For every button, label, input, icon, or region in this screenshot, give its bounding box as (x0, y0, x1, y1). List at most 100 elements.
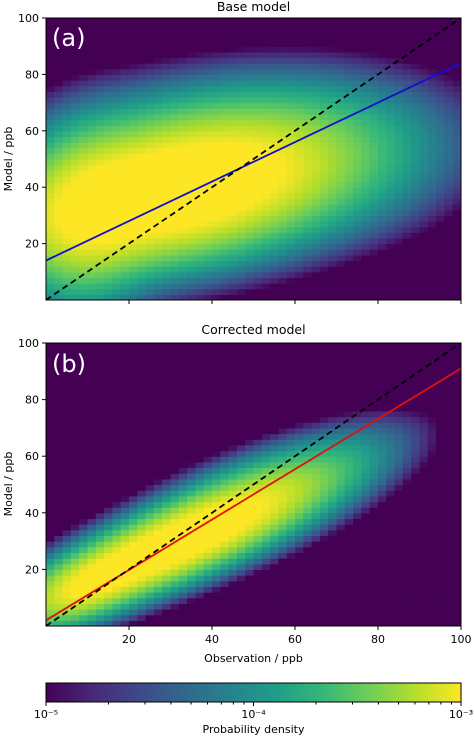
heat-cell (95, 512, 105, 520)
heat-cell (303, 592, 313, 599)
heat-cell (344, 603, 354, 610)
heat-cell (286, 354, 296, 361)
heat-cell (79, 29, 89, 36)
heat-cell (137, 422, 147, 429)
heat-cell (228, 399, 238, 406)
heat-cell (369, 23, 379, 30)
heat-cell (436, 620, 445, 626)
heat-cell (295, 620, 304, 626)
heat-cell (344, 541, 354, 548)
heat-cell (386, 501, 396, 508)
heat-cell (394, 136, 404, 143)
heat-cell (261, 365, 271, 372)
heat-cell (170, 108, 180, 115)
heat-cell (129, 34, 138, 42)
heat-cell (54, 495, 64, 503)
heat-cell (203, 29, 213, 36)
heat-cell (369, 467, 379, 474)
heat-cell (295, 68, 304, 75)
heat-cell (228, 343, 238, 350)
heat-cell (104, 388, 113, 395)
heat-cell (70, 249, 80, 256)
heat-cell (319, 266, 329, 273)
heat-cell (253, 575, 263, 582)
heat-cell (137, 215, 147, 222)
heat-cell (319, 450, 329, 457)
heat-cell (419, 484, 429, 491)
heat-cell (203, 484, 213, 491)
heat-cell (261, 51, 271, 59)
heat-cell (129, 597, 138, 604)
heat-cell (137, 354, 147, 361)
heat-cell (104, 221, 113, 228)
heat-cell (295, 399, 304, 406)
heat-cell (70, 535, 80, 542)
heat-cell (278, 388, 288, 395)
heat-cell (394, 204, 404, 211)
heat-cell (203, 382, 213, 389)
heat-cell (87, 96, 97, 104)
heat-cell (411, 558, 421, 565)
heat-cell (62, 51, 72, 59)
heat-cell (187, 416, 196, 423)
heat-cell (137, 46, 147, 53)
heat-cell (311, 552, 321, 559)
heat-cell (162, 450, 172, 457)
heat-cell (353, 159, 362, 166)
heat-cell (220, 495, 230, 503)
heat-cell (353, 192, 362, 200)
heat-cell (402, 254, 412, 262)
heat-cell (378, 232, 387, 239)
heat-cell (253, 461, 263, 469)
heat-cell (344, 393, 354, 401)
heat-cell (79, 34, 89, 42)
heat-cell (286, 359, 296, 367)
heat-cell (328, 405, 338, 412)
heat-cell (195, 569, 205, 576)
heat-cell (311, 580, 321, 587)
heat-cell (54, 597, 64, 604)
heat-cell (369, 478, 379, 486)
heat-cell (328, 388, 338, 395)
heat-cell (137, 164, 147, 171)
heat-cell (452, 91, 461, 98)
heat-cell (245, 450, 255, 457)
heat-cell (195, 209, 205, 216)
heat-cell (419, 456, 429, 463)
heat-cell (253, 243, 263, 250)
heat-cell (369, 40, 379, 47)
heat-cell (104, 507, 113, 514)
heat-cell (62, 147, 72, 154)
heat-cell (386, 359, 396, 367)
heat-cell (353, 204, 362, 211)
heat-cell (361, 461, 371, 469)
heat-cell (311, 249, 321, 256)
heat-cell (79, 18, 89, 25)
heat-cell (228, 569, 238, 576)
heat-cell (178, 170, 188, 177)
heat-cell (386, 388, 396, 395)
heat-cell (120, 80, 130, 87)
heat-cell (394, 130, 404, 138)
heat-cell (286, 427, 296, 435)
heat-cell (394, 74, 404, 81)
heat-cell (120, 221, 130, 228)
heat-cell (137, 586, 147, 593)
heat-cell (145, 85, 155, 92)
heat-cell (95, 439, 105, 446)
heat-cell (328, 288, 338, 295)
heat-cell (444, 376, 454, 384)
heat-cell (394, 209, 404, 216)
heat-cell (402, 388, 412, 395)
heat-cell (295, 254, 304, 262)
heat-cell (137, 175, 147, 183)
heat-cell (427, 558, 437, 565)
heat-cell (344, 478, 354, 486)
heat-cell (369, 507, 379, 514)
heat-cell (54, 450, 64, 457)
heat-cell (378, 359, 387, 367)
heat-cell (369, 609, 379, 616)
heat-cell (361, 288, 371, 295)
heat-cell (46, 288, 55, 295)
heat-cell (70, 433, 80, 440)
